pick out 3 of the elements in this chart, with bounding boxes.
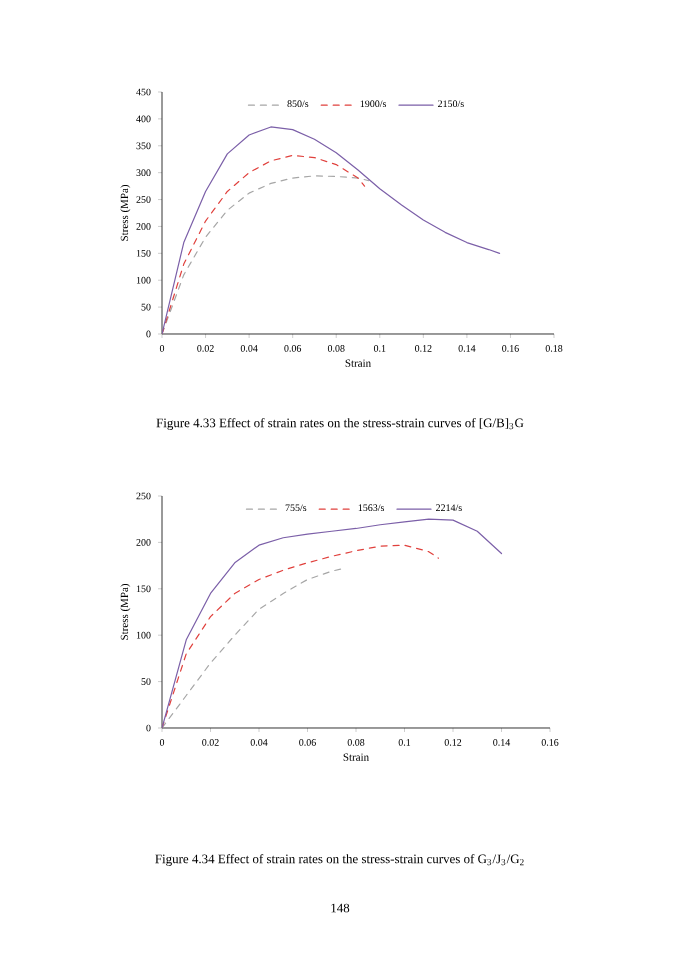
line-series xyxy=(162,126,501,334)
line-series xyxy=(162,567,345,728)
line-series xyxy=(162,518,503,728)
